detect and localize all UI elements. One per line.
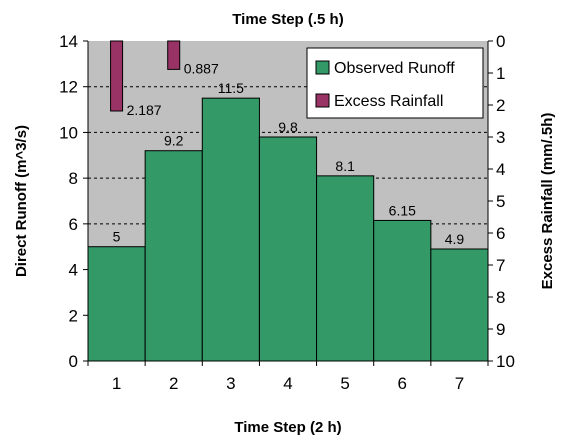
observed-runoff-bar [201, 97, 260, 362]
y2-axis-title: Excess Rainfall (mm/.5h) [539, 113, 556, 290]
x-axis-title: Time Step (2 h) [234, 419, 341, 436]
y-axis-tick-label: 2 [69, 306, 78, 325]
observed-runoff-value-label: 9.8 [278, 119, 298, 135]
y-axis-tick-label: 14 [59, 32, 78, 51]
x-axis-tick-label: 2 [169, 374, 178, 393]
excess-rainfall-bar [110, 40, 124, 112]
x-axis-tick-label: 4 [283, 374, 292, 393]
y-axis-tick-label: 12 [59, 78, 78, 97]
observed-runoff-bar [316, 175, 375, 362]
excess-rainfall-value-label: 0.887 [184, 60, 219, 76]
y2-axis-tick-label: 0 [496, 32, 505, 51]
observed-runoff-value-label: 11.5 [218, 80, 244, 96]
y2-axis-tick-label: 4 [496, 160, 505, 179]
y2-axis-tick-label: 8 [496, 288, 505, 307]
runoff-bars [87, 97, 489, 362]
legend-box [306, 47, 484, 119]
y2-axis-tick-label: 1 [496, 64, 505, 83]
observed-runoff-bar [87, 246, 146, 362]
observed-runoff-bar [373, 219, 432, 362]
observed-runoff-value-label: 5 [113, 229, 121, 245]
y2-axis-tick-label: 6 [496, 224, 505, 243]
y-axis-title: Direct Runoff (m^3/s) [13, 125, 30, 277]
data-labels: 5 9.2 11.5 9.8 8.1 6.15 4.9 2.187 0.887 [113, 60, 465, 247]
y2-axis-tick-label: 10 [496, 352, 515, 371]
y2-axis-tick-label: 5 [496, 192, 505, 211]
y2-axis-tick-label: 2 [496, 96, 505, 115]
x-axis-tick-label: 1 [112, 374, 121, 393]
legend-swatch-excess-rainfall [315, 93, 330, 108]
rainfall-bars [110, 40, 181, 112]
y-axis-tick-label: 0 [69, 352, 78, 371]
observed-runoff-value-label: 4.9 [445, 231, 465, 247]
y2-axis-tick-label: 9 [496, 320, 505, 339]
y-axis-tick-label: 8 [69, 169, 78, 188]
y-axis-tick-label: 4 [69, 261, 78, 280]
observed-runoff-bar [144, 150, 203, 362]
excess-rainfall-value-label: 2.187 [127, 102, 162, 118]
x-axis-tick-label: 5 [340, 374, 349, 393]
y-axis-tick-label: 6 [69, 215, 78, 234]
legend-label-observed-runoff: Observed Runoff [334, 60, 455, 77]
y-axis-tick-label: 10 [59, 123, 78, 142]
chart-title: Time Step (.5 h) [232, 11, 343, 28]
observed-runoff-value-label: 6.15 [389, 202, 416, 218]
legend-swatch-observed-runoff [315, 60, 330, 75]
y2-axis-tick-label: 3 [496, 128, 505, 147]
observed-runoff-value-label: 9.2 [164, 133, 184, 149]
y2-axis-tick-label: 7 [496, 256, 505, 275]
observed-runoff-bar [430, 248, 489, 362]
legend-label-excess-rainfall: Excess Rainfall [334, 93, 443, 110]
x-axis-tick-label: 7 [455, 374, 464, 393]
observed-runoff-value-label: 8.1 [335, 158, 355, 174]
excess-rainfall-bar [167, 40, 181, 70]
legend: Observed Runoff Excess Rainfall [306, 47, 484, 119]
x-axis-tick-label: 6 [398, 374, 407, 393]
x-axis-tick-label: 3 [226, 374, 235, 393]
observed-runoff-bar [258, 136, 318, 362]
